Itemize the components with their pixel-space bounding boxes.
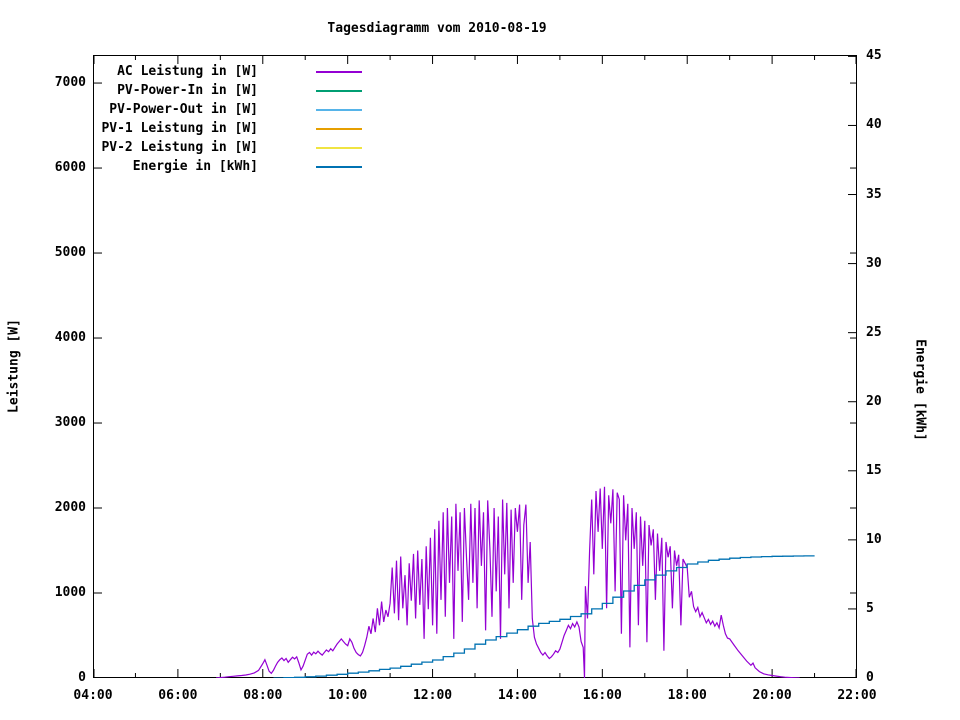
- x-tick-label: 04:00: [73, 688, 113, 703]
- legend-line-sample-4: [316, 128, 362, 130]
- legend-label-2: PV-Power-In in [W]: [117, 83, 258, 98]
- x-tick-label: 18:00: [667, 688, 707, 703]
- plot-area: [93, 55, 857, 678]
- y-right-tick-label: 30: [866, 255, 882, 271]
- y-left-tick-label: 3000: [54, 415, 86, 431]
- y-left-tick-label: 7000: [54, 75, 86, 91]
- x-tick-label: 10:00: [328, 688, 368, 703]
- y-right-tick-label: 25: [866, 324, 882, 340]
- x-tick-label: 12:00: [412, 688, 453, 703]
- y-right-tick-label: 20: [866, 393, 882, 409]
- chart-title: Tagesdiagramm vom 2010-08-19: [327, 21, 547, 36]
- legend-line-sample-2: [316, 90, 362, 92]
- y-left-tick-label: 0: [78, 670, 86, 685]
- y-right-tick-label: 10: [866, 531, 882, 547]
- x-tick-label: 06:00: [158, 688, 198, 703]
- legend-label-4: PV-1 Leistung in [W]: [101, 121, 258, 136]
- x-tick-label: 14:00: [497, 688, 537, 703]
- y-left-tick-label: 4000: [54, 330, 86, 346]
- y-left-tick-label: 1000: [54, 585, 86, 600]
- legend-label-3: PV-Power-Out in [W]: [109, 102, 258, 117]
- y-left-tick-label: 6000: [54, 160, 86, 176]
- y-right-tick-label: 15: [866, 462, 882, 478]
- legend-line-sample-1: [316, 71, 362, 73]
- legend-label-6: Energie in [kWh]: [132, 159, 258, 174]
- y-left-tick-label: 2000: [54, 500, 86, 515]
- series-energie-in-kwh-: [273, 555, 815, 678]
- legend-line-sample-5: [316, 147, 362, 149]
- y-right-tick-label: 45: [866, 48, 882, 64]
- y-left-tick-label: 5000: [54, 245, 86, 261]
- legend-label-1: AC Leistung in [W]: [117, 64, 258, 79]
- legend-line-sample-6: [316, 166, 362, 168]
- legend-label-5: PV-2 Leistung in [W]: [101, 140, 258, 155]
- plot-border: [93, 55, 857, 678]
- x-tick-label: 22:00: [837, 688, 877, 703]
- series-ac-leistung-in-w-: [216, 486, 800, 678]
- y-right-tick-label: 5: [866, 600, 874, 616]
- x-tick-label: 16:00: [582, 688, 622, 703]
- y-axis-title-energie: Energie [kWh]: [912, 339, 928, 441]
- legend-line-sample-3: [316, 109, 362, 111]
- x-tick-label: 08:00: [243, 688, 283, 703]
- y-right-tick-label: 0: [866, 670, 874, 685]
- y-right-tick-label: 40: [866, 117, 882, 133]
- y-right-tick-label: 35: [866, 186, 882, 202]
- x-tick-label: 20:00: [752, 688, 792, 703]
